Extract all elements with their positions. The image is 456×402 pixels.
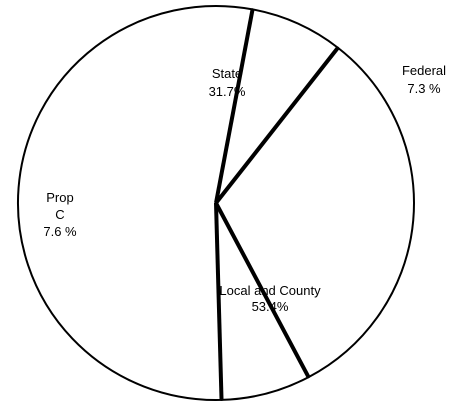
slice-divider: [214, 202, 311, 379]
slice-value-local-and-county: 53.4%: [252, 299, 289, 314]
slice-label-prop-c: Prop: [46, 190, 73, 205]
slice-divider: [214, 9, 255, 204]
slice-value-federal: 7.3 %: [407, 81, 441, 96]
slice-label-state: State: [212, 66, 242, 81]
slice-value-prop-c: 7.6 %: [43, 224, 77, 239]
slice-label-prop-c: C: [55, 207, 64, 222]
slice-divider: [214, 202, 224, 400]
slice-value-state: 31.7%: [209, 84, 246, 99]
slice-label-federal: Federal: [402, 63, 446, 78]
slice-divider: [214, 46, 340, 205]
pie-slice-local-and-county: [16, 5, 254, 401]
slice-label-local-and-county: Local and County: [219, 283, 321, 298]
